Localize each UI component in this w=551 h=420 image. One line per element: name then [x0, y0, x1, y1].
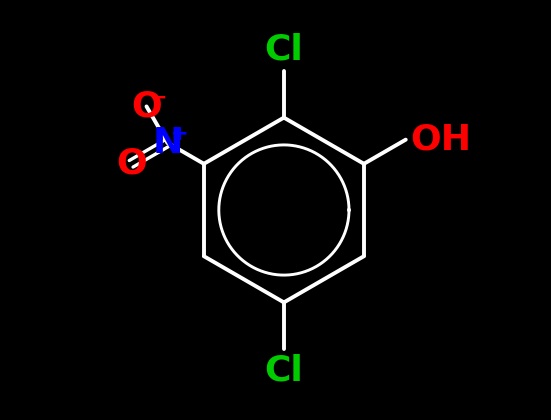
Text: O: O	[116, 147, 147, 181]
Text: −: −	[149, 87, 167, 107]
Text: N: N	[152, 126, 183, 160]
Text: O: O	[131, 89, 162, 123]
Text: Cl: Cl	[264, 32, 303, 66]
Text: Cl: Cl	[264, 354, 303, 388]
Text: +: +	[170, 123, 188, 144]
Text: OH: OH	[410, 123, 471, 157]
